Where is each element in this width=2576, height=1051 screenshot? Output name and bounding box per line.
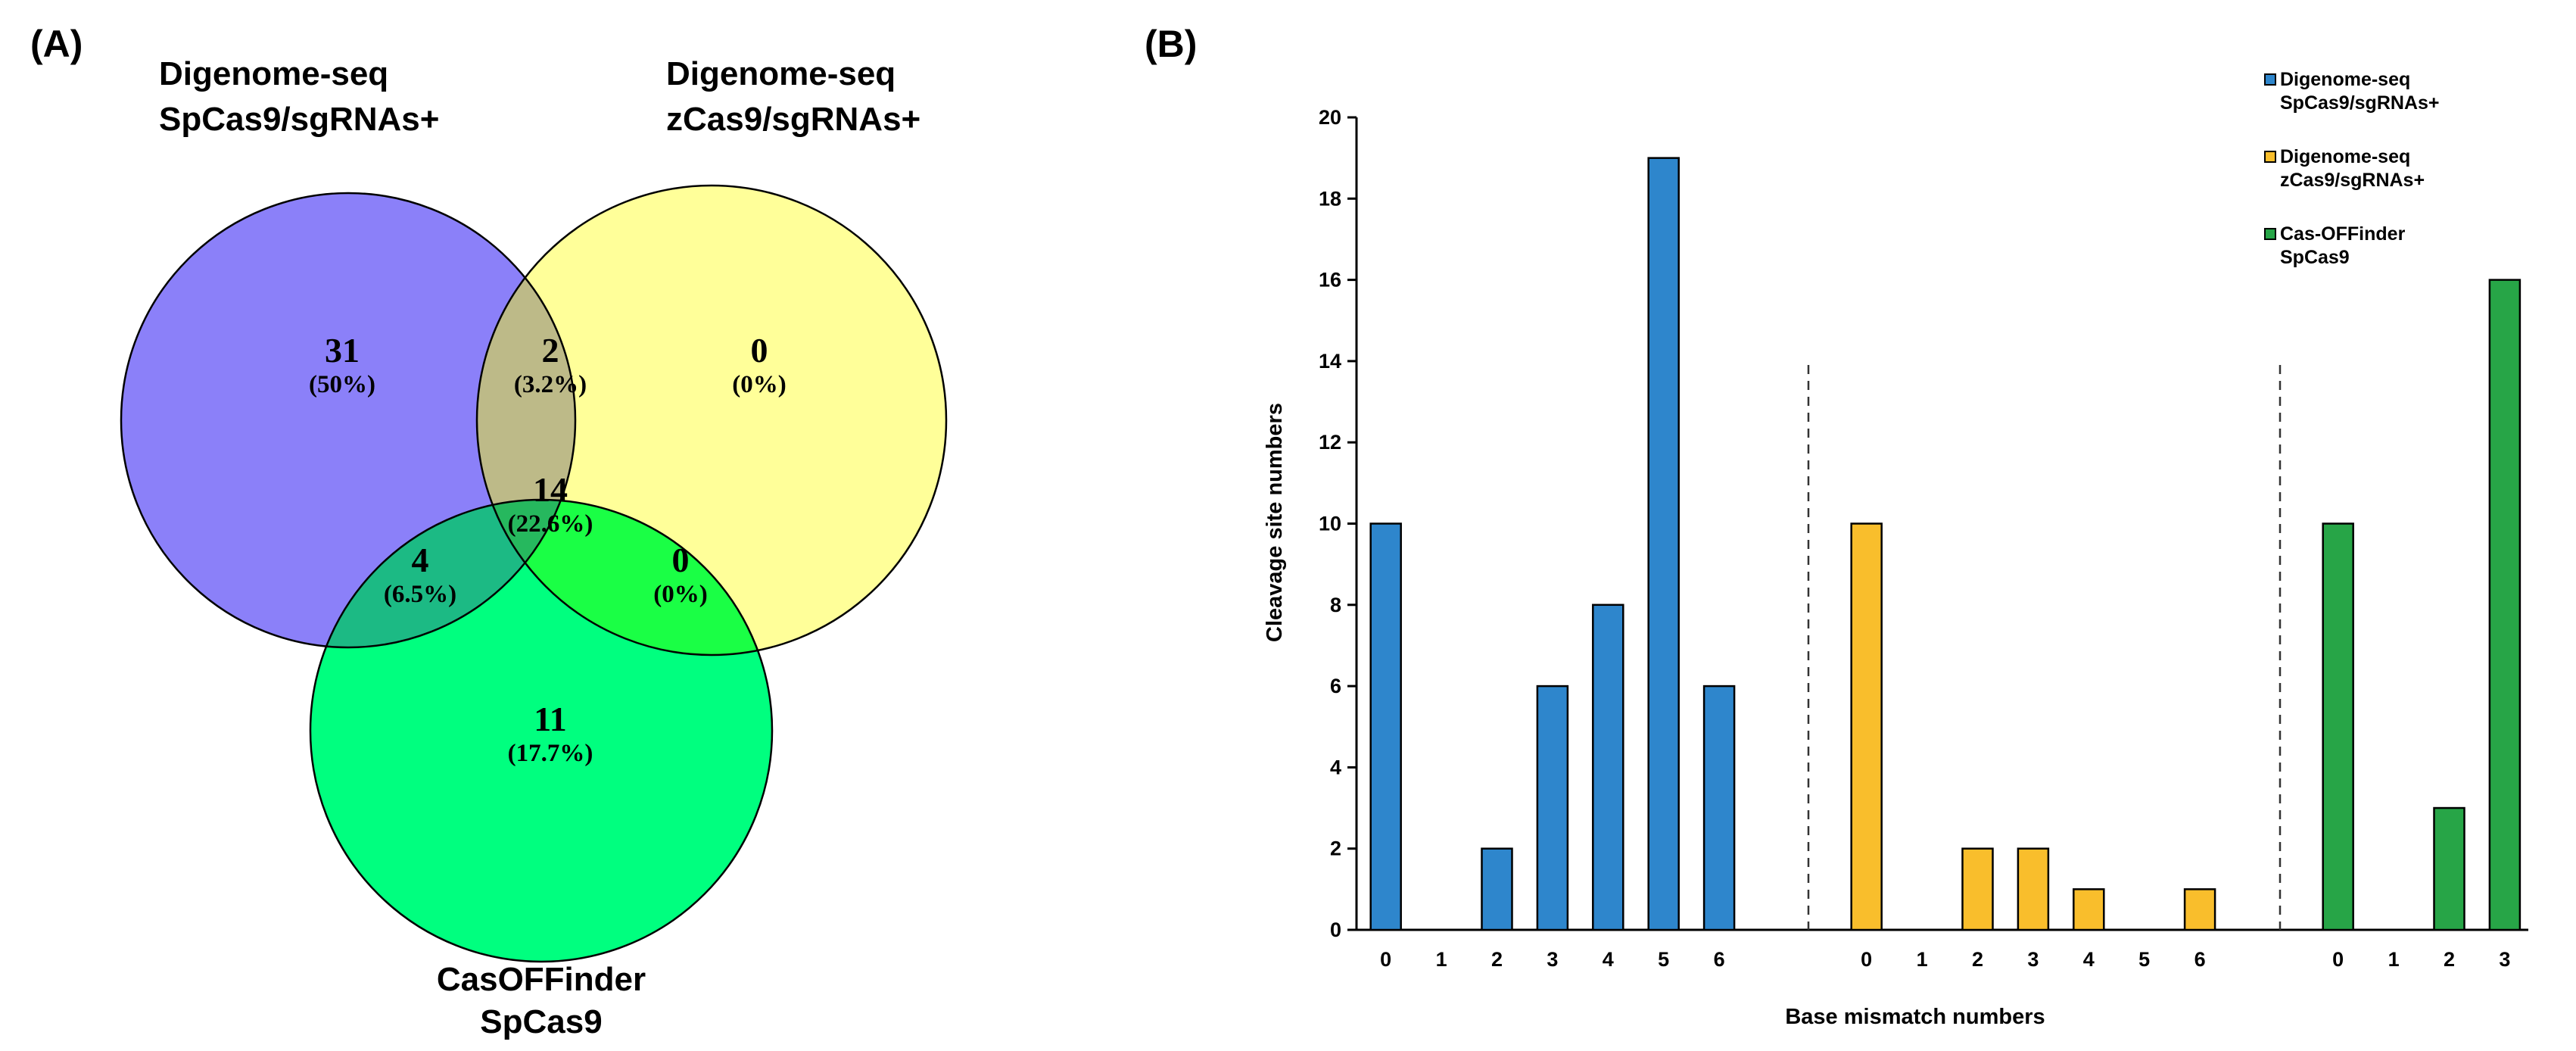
region-sp-z-pct: (3.2%) (514, 371, 587, 398)
y-tick-label: 10 (1319, 513, 1341, 535)
x-tick-label: 0 (2332, 948, 2344, 971)
x-tick-label: 4 (2083, 948, 2095, 971)
venn-outline-spcas9 (120, 192, 577, 649)
legend-label-line2: SpCas9 (2280, 247, 2350, 268)
legend-swatch (2264, 151, 2276, 163)
x-axis-title: Base mismatch numbers (1785, 1005, 2045, 1029)
set-label-spcas9-line1: Digenome-seq (159, 55, 388, 92)
venn-overlap-sp-c (310, 500, 575, 647)
bar (1592, 603, 1624, 931)
region-all-count: 14 (533, 470, 568, 509)
x-ticks: 0 1 2 3 4 5 6 0 1 2 3 4 5 6 0 1 2 3 (1380, 948, 2510, 971)
legend-swatch (2264, 228, 2276, 240)
y-tick-label: 6 (1330, 675, 1341, 697)
set-label-casoff-line1: CasOFFinder (437, 961, 646, 998)
set-label-zcas9-line1: Digenome-seq (666, 55, 896, 92)
y-tick-label: 16 (1319, 269, 1341, 292)
region-sp-z-count: 2 (542, 331, 559, 370)
venn-outline-zcas9 (475, 184, 948, 656)
x-tick-label: 2 (1972, 948, 1983, 971)
x-tick-label: 1 (1436, 948, 1447, 971)
panel-a-label: (A) (30, 23, 83, 65)
x-tick-label: 5 (1658, 948, 1669, 971)
y-tick-label: 2 (1330, 837, 1341, 860)
set-label-zcas9-line2: zCas9/sgRNAs+ (666, 101, 920, 138)
bar (1536, 685, 1569, 931)
bar (2183, 888, 2216, 931)
venn-outline-casoffinder (309, 498, 774, 963)
y-axis-title: Cleavage site numbers (1263, 403, 1287, 642)
bar (1850, 522, 1883, 931)
panel-b-label: (B) (1145, 23, 1197, 65)
region-sp-only-count: 31 (325, 331, 360, 370)
bar (1481, 847, 1513, 931)
region-sp-c-count: 4 (412, 541, 429, 579)
region-z-c-pct: (0%) (653, 581, 707, 608)
x-tick-label: 1 (1917, 948, 1928, 971)
legend: Digenome-seqSpCas9/sgRNAs+Digenome-seqzC… (2264, 69, 2440, 268)
set-label-spcas9-line2: SpCas9/sgRNAs+ (159, 101, 439, 138)
y-tick-label: 18 (1319, 187, 1341, 210)
region-sp-only-pct: (50%) (309, 371, 375, 398)
y-tick-label: 4 (1330, 756, 1341, 778)
bar (1647, 157, 1680, 931)
x-tick-label: 2 (1491, 948, 1503, 971)
bar (2322, 522, 2354, 931)
bar (1369, 522, 1402, 931)
y-ticks: 0 2 4 6 8 10 12 14 16 18 20 (1319, 106, 1357, 941)
region-c-only-pct: (17.7%) (508, 740, 593, 767)
x-tick-label: 0 (1861, 948, 1872, 971)
region-all-pct: (22.6%) (508, 510, 593, 538)
x-tick-label: 2 (2444, 948, 2455, 971)
bar (1702, 685, 1736, 931)
legend-label-line1: Digenome-seq (2280, 69, 2410, 90)
y-tick-label: 20 (1319, 106, 1341, 129)
x-tick-label: 5 (2138, 948, 2150, 971)
bar (2073, 888, 2105, 931)
x-tick-label: 1 (2388, 948, 2400, 971)
bar (2488, 279, 2521, 931)
bar (2017, 847, 2050, 931)
region-z-only-count: 0 (751, 331, 768, 370)
bar (1961, 847, 1994, 931)
region-sp-c-pct: (6.5%) (384, 581, 456, 608)
x-tick-label: 6 (1714, 948, 1725, 971)
venn-diagram: (A) Digenome-seq SpCas9/sgRNAs+ Digenome… (30, 23, 948, 1040)
venn-overlap-z-c (477, 500, 772, 655)
y-tick-label: 14 (1319, 350, 1341, 373)
bars (1369, 157, 2521, 931)
region-c-only-count: 11 (534, 700, 566, 738)
y-tick-label: 12 (1319, 431, 1341, 454)
y-tick-label: 0 (1330, 918, 1341, 941)
y-tick-label: 8 (1330, 594, 1341, 616)
legend-label-line2: SpCas9/sgRNAs+ (2280, 92, 2440, 114)
legend-label-line1: Digenome-seq (2280, 146, 2410, 167)
legend-label-line2: zCas9/sgRNAs+ (2280, 170, 2425, 191)
region-z-c-count: 0 (672, 541, 690, 579)
legend-label-line1: Cas-OFFinder (2280, 223, 2406, 245)
x-tick-label: 4 (1603, 948, 1614, 971)
region-z-only-pct: (0%) (732, 371, 786, 398)
x-tick-label: 3 (1547, 948, 1558, 971)
x-tick-label: 0 (1380, 948, 1391, 971)
x-tick-label: 3 (2499, 948, 2510, 971)
x-tick-label: 3 (2027, 948, 2039, 971)
bar (2433, 806, 2465, 931)
legend-swatch (2264, 73, 2276, 86)
x-tick-label: 6 (2194, 948, 2206, 971)
set-label-casoff-line2: SpCas9 (480, 1003, 602, 1040)
